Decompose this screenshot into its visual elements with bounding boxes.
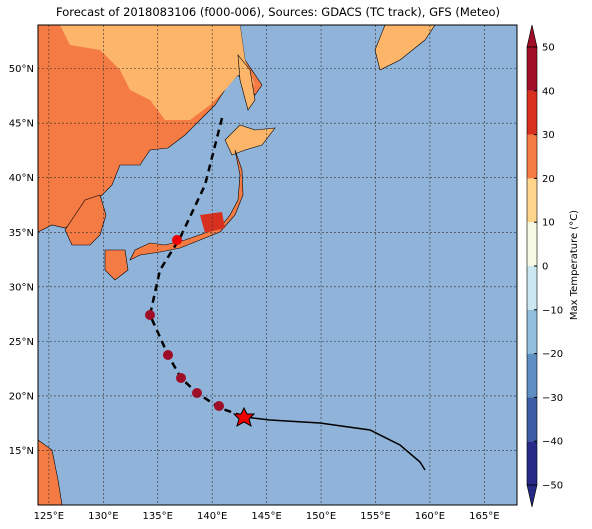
land-warm xyxy=(60,25,255,120)
lon-label: 145°E xyxy=(251,511,281,522)
lat-label: 35°N xyxy=(9,228,34,239)
lon-label: 165°E xyxy=(469,511,499,522)
lon-label: 140°E xyxy=(197,511,227,522)
colorbar-segment xyxy=(527,309,537,354)
lat-label: 50°N xyxy=(9,64,34,75)
colorbar-tick-label: −20 xyxy=(542,349,563,360)
colorbar-tick-label: 40 xyxy=(542,86,555,97)
lat-label: 45°N xyxy=(9,119,34,130)
lat-label: 20°N xyxy=(9,391,34,402)
lon-label: 125°E xyxy=(34,511,64,522)
colorbar-segment xyxy=(527,178,537,223)
colorbar-tick-label: −30 xyxy=(542,393,563,404)
map xyxy=(37,24,517,506)
forecast-track xyxy=(148,117,246,419)
colorbar-segment xyxy=(527,47,537,91)
track-point xyxy=(214,401,224,411)
current-position xyxy=(232,406,256,428)
land-hokkaido xyxy=(224,124,276,156)
lat-label: 40°N xyxy=(9,173,34,184)
track-point xyxy=(176,373,186,383)
lon-label: 160°E xyxy=(415,511,445,522)
lat-label: 30°N xyxy=(9,282,34,293)
colorbar-extend-top xyxy=(526,24,538,48)
colorbar-tick-label: 30 xyxy=(542,130,555,141)
colorbar-segment xyxy=(527,441,537,485)
lon-label: 155°E xyxy=(360,511,390,522)
title: Forecast of 2018083106 (f000-006), Sourc… xyxy=(56,5,500,19)
colorbar-tick-label: −50 xyxy=(542,481,563,492)
map-frame xyxy=(37,24,518,506)
colorbar-tick-label: 10 xyxy=(542,218,555,229)
colorbar-segment xyxy=(527,134,537,179)
colorbar-segment xyxy=(527,353,537,398)
colorbar-segment xyxy=(527,397,537,442)
colorbar-tick-label: 0 xyxy=(542,262,548,273)
colorbar-segment xyxy=(527,266,537,310)
track xyxy=(145,117,426,471)
colorbar-label: Max Temperature (°C) xyxy=(569,210,580,320)
colorbar-segment xyxy=(527,222,537,266)
colorbar-segment xyxy=(527,90,537,135)
lon-label: 135°E xyxy=(143,511,173,522)
past-track xyxy=(244,416,426,471)
lon-label: 150°E xyxy=(306,511,336,522)
colorbar-extend-bottom xyxy=(526,484,538,508)
track-point xyxy=(172,235,182,245)
track-point xyxy=(192,388,202,398)
lat-label: 25°N xyxy=(9,337,34,348)
track-point xyxy=(163,350,173,360)
lon-label: 130°E xyxy=(88,511,118,522)
colorbar-tick-label: −40 xyxy=(542,437,563,448)
colorbar-tick-label: −10 xyxy=(542,305,563,316)
land-hot xyxy=(200,212,225,233)
track-point xyxy=(145,310,155,320)
lat-label: 15°N xyxy=(9,446,34,457)
colorbar: −50 −40 −30 −20 −10 0 10 20 30 40 50 xyxy=(526,24,563,508)
land-kyushu xyxy=(104,249,129,281)
colorbar-tick-label: 50 xyxy=(542,43,555,54)
colorbar-tick-label: 20 xyxy=(542,174,555,185)
